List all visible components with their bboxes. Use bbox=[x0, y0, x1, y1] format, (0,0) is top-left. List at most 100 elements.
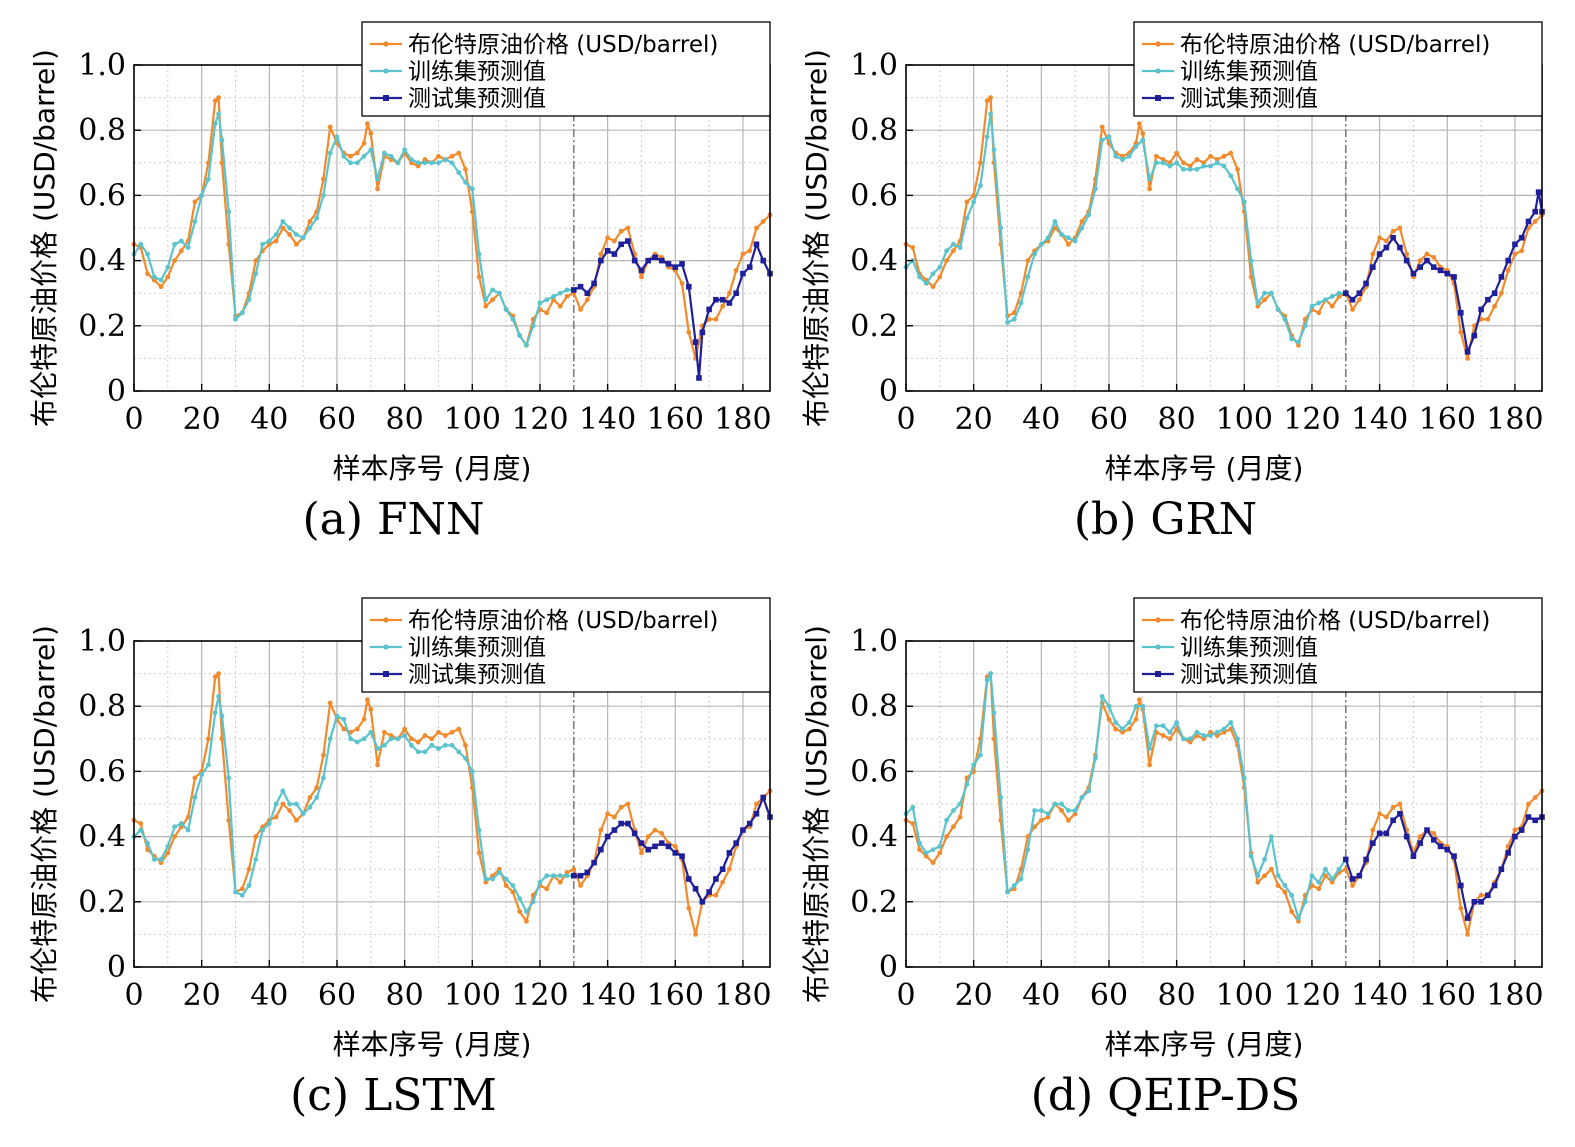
test-prediction-point bbox=[672, 850, 679, 856]
train-prediction-series bbox=[903, 111, 1349, 345]
x-tick-label: 40 bbox=[250, 978, 288, 1013]
train-prediction-point bbox=[950, 808, 956, 813]
train-prediction-point bbox=[138, 241, 144, 247]
test-prediction-point bbox=[1376, 251, 1383, 257]
train-prediction-point bbox=[429, 742, 435, 748]
train-prediction-point bbox=[917, 274, 922, 280]
train-prediction-point bbox=[1160, 723, 1166, 729]
legend-actual-swatch-marker bbox=[383, 617, 389, 623]
actual-price-point bbox=[1140, 131, 1146, 136]
train-prediction-point bbox=[178, 821, 184, 826]
train-prediction-point bbox=[151, 857, 157, 862]
train-prediction-point bbox=[199, 772, 205, 778]
train-prediction-point bbox=[1181, 736, 1186, 742]
train-prediction-point bbox=[971, 199, 977, 205]
train-prediction-point bbox=[1174, 160, 1180, 166]
train-prediction-point bbox=[1113, 153, 1119, 159]
train-prediction-series bbox=[903, 671, 1349, 921]
test-prediction-point bbox=[1444, 846, 1451, 853]
test-prediction-point bbox=[726, 850, 733, 856]
train-prediction-point bbox=[510, 316, 516, 322]
train-prediction-point bbox=[957, 801, 963, 807]
x-tick-label: 60 bbox=[1090, 402, 1128, 437]
train-prediction-point bbox=[206, 762, 211, 768]
test-prediction-point bbox=[1505, 850, 1511, 856]
actual-price-point bbox=[307, 795, 313, 800]
test-prediction-point bbox=[652, 843, 658, 850]
train-prediction-point bbox=[1309, 303, 1315, 309]
major-grid bbox=[906, 641, 1542, 967]
x-axis: 0 20 40 60 80 100 120 140 160 180 bbox=[896, 960, 1544, 1013]
actual-price-point bbox=[645, 834, 651, 839]
actual-price-point bbox=[598, 251, 604, 257]
actual-price-point bbox=[185, 814, 191, 820]
legend-train-item: 训练集预测值 bbox=[370, 635, 546, 661]
actual-price-point bbox=[273, 238, 279, 244]
test-prediction-point bbox=[740, 827, 746, 833]
actual-price-point bbox=[1478, 892, 1484, 898]
legend-actual-label: 布伦特原油价格 (USD/barrel) bbox=[408, 32, 718, 58]
train-prediction-point bbox=[1153, 723, 1159, 729]
test-prediction-point bbox=[1376, 830, 1383, 837]
actual-price-point bbox=[544, 310, 550, 316]
actual-price-point bbox=[578, 307, 583, 312]
train-prediction-point bbox=[1018, 876, 1024, 882]
train-prediction-point bbox=[1248, 258, 1254, 263]
legend-actual-swatch-marker bbox=[383, 41, 389, 47]
train-prediction-point bbox=[395, 160, 401, 166]
actual-price-point bbox=[740, 251, 746, 257]
actual-price-point bbox=[1431, 254, 1437, 260]
train-prediction-point bbox=[1052, 219, 1058, 224]
test-prediction-line bbox=[1345, 191, 1544, 353]
train-prediction-point bbox=[381, 742, 387, 748]
train-prediction-point bbox=[1302, 323, 1308, 329]
train-prediction-point bbox=[449, 160, 455, 166]
train-prediction-point bbox=[212, 121, 218, 127]
actual-price-point bbox=[476, 274, 482, 280]
test-prediction-point bbox=[1485, 296, 1491, 303]
x-tick-label: 0 bbox=[124, 402, 143, 437]
x-tick-label: 100 bbox=[1216, 978, 1273, 1013]
train-prediction-point bbox=[1025, 274, 1031, 280]
train-prediction-point bbox=[192, 219, 198, 224]
train-prediction-point bbox=[1160, 160, 1166, 166]
y-tick-label: 0 bbox=[107, 374, 126, 409]
train-prediction-point bbox=[937, 264, 943, 270]
actual-price-point bbox=[212, 674, 218, 680]
actual-price-point bbox=[253, 834, 259, 839]
train-prediction-point bbox=[1032, 808, 1037, 813]
y-tick-label: 0.8 bbox=[78, 689, 126, 724]
actual-price-point bbox=[988, 95, 993, 100]
y-axis: 0 0.2 0.4 0.6 0.8 1.0 bbox=[78, 624, 141, 985]
train-prediction-point bbox=[1282, 316, 1288, 322]
test-prediction-point bbox=[618, 241, 624, 248]
test-prediction-point bbox=[746, 820, 753, 827]
train-prediction-point bbox=[530, 323, 536, 329]
train-prediction-point bbox=[1072, 808, 1078, 813]
train-prediction-point bbox=[1248, 853, 1254, 859]
train-prediction-point bbox=[1296, 915, 1301, 921]
actual-price-point bbox=[361, 716, 367, 722]
actual-price-point bbox=[341, 726, 347, 732]
actual-price-point bbox=[1113, 726, 1119, 732]
train-prediction-point bbox=[368, 147, 374, 153]
test-prediction-point bbox=[1464, 349, 1471, 355]
actual-price-point bbox=[253, 258, 259, 263]
test-prediction-point bbox=[1532, 817, 1539, 824]
test-prediction-point bbox=[753, 810, 760, 817]
train-prediction-point bbox=[524, 342, 529, 348]
test-prediction-point bbox=[719, 866, 726, 872]
y-tick-label: 1.0 bbox=[78, 624, 126, 659]
test-prediction-point bbox=[1478, 306, 1484, 313]
actual-price-point bbox=[984, 98, 990, 104]
train-prediction-line bbox=[905, 672, 1347, 920]
actual-price-point bbox=[1316, 886, 1322, 892]
train-prediction-point bbox=[1187, 166, 1193, 172]
legend-train-item: 训练集预测值 bbox=[370, 59, 546, 85]
train-prediction-point bbox=[1133, 144, 1139, 149]
train-prediction-point bbox=[307, 804, 313, 810]
actual-price-point bbox=[693, 932, 698, 937]
train-prediction-point bbox=[1147, 746, 1152, 751]
actual-price-point bbox=[598, 827, 604, 833]
